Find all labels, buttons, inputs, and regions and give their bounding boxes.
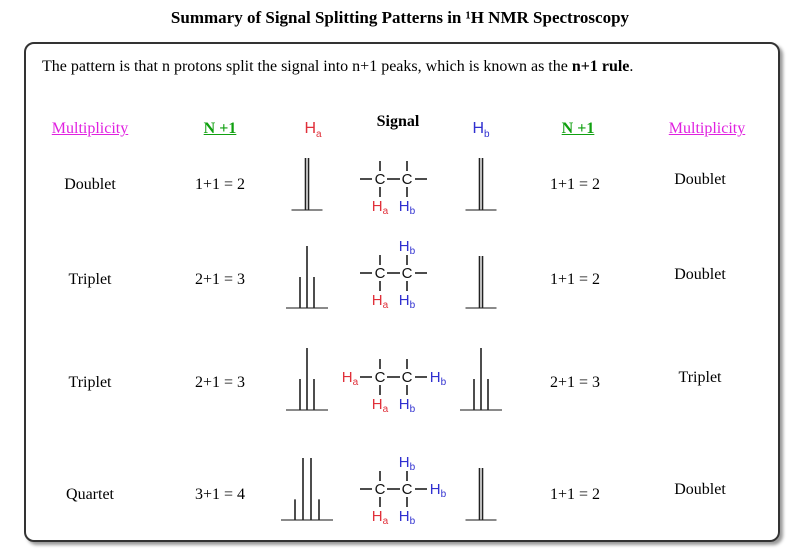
bottom-b-h-label: Hb	[399, 396, 416, 415]
mult-b-cell: Triplet	[678, 369, 722, 386]
ha-subscript: a	[316, 129, 322, 141]
n1-a-cell: 1+1 = 2	[194, 176, 246, 193]
top-b-h-label: Hb	[399, 454, 416, 473]
mult-a-cell: Doublet	[64, 176, 116, 193]
header-n1-right: N +1	[561, 120, 595, 137]
bottom-a-h-label: Ha	[372, 198, 389, 217]
rule-name: n+1 rule	[571, 58, 630, 75]
bottom-b-h-label: Hb	[399, 198, 416, 217]
carbon-atom: C	[375, 481, 386, 498]
carbon-atom: C	[375, 265, 386, 282]
n1-b-cell: 1+1 = 2	[549, 176, 601, 193]
carbon-atom: C	[402, 369, 413, 386]
n1-b-cell: 1+1 = 2	[549, 486, 601, 503]
hb-subscript: b	[484, 129, 490, 141]
right-h-label: Hb	[430, 481, 447, 500]
carbon-atom: C	[402, 265, 413, 282]
mult-a-cell: Triplet	[68, 271, 112, 288]
header-signal: Signal	[376, 113, 420, 130]
ha-symbol: H	[304, 120, 316, 137]
bottom-a-h-label: Ha	[372, 508, 389, 527]
top-b-h-label: Hb	[399, 238, 416, 257]
intro-end: .	[629, 58, 634, 75]
mult-a-cell: Triplet	[68, 374, 112, 391]
n1-a-cell: 2+1 = 3	[194, 374, 246, 391]
bottom-b-h-label: Hb	[399, 292, 416, 311]
carbon-atom: C	[375, 171, 386, 188]
intro-text: The pattern is that n protons split the …	[42, 58, 633, 76]
mult-b-cell: Doublet	[674, 266, 726, 283]
left-h-label: Ha	[342, 369, 359, 388]
header-multiplicity-left: Multiplicity	[51, 120, 129, 137]
n1-b-cell: 2+1 = 3	[549, 374, 601, 391]
mult-b-cell: Doublet	[674, 481, 726, 498]
bottom-a-h-label: Ha	[372, 292, 389, 311]
mult-b-cell: Doublet	[674, 171, 726, 188]
n1-a-cell: 2+1 = 3	[194, 271, 246, 288]
page-title: Summary of Signal Splitting Patterns in …	[170, 8, 630, 27]
hb-symbol: H	[472, 120, 484, 137]
header-ha: Ha	[304, 120, 321, 140]
n1-a-cell: 3+1 = 4	[194, 486, 246, 503]
bottom-b-h-label: Hb	[399, 508, 416, 527]
mult-a-cell: Quartet	[66, 486, 114, 503]
summary-panel	[24, 42, 780, 542]
carbon-atom: C	[402, 171, 413, 188]
n1-b-cell: 1+1 = 2	[549, 271, 601, 288]
bottom-a-h-label: Ha	[372, 396, 389, 415]
intro-sentence: The pattern is that n protons split the …	[42, 58, 572, 75]
carbon-atom: C	[375, 369, 386, 386]
header-hb: Hb	[472, 120, 489, 140]
header-n1-left: N +1	[203, 120, 237, 137]
header-multiplicity-right: Multiplicity	[668, 120, 746, 137]
right-h-label: Hb	[430, 369, 447, 388]
carbon-atom: C	[402, 481, 413, 498]
